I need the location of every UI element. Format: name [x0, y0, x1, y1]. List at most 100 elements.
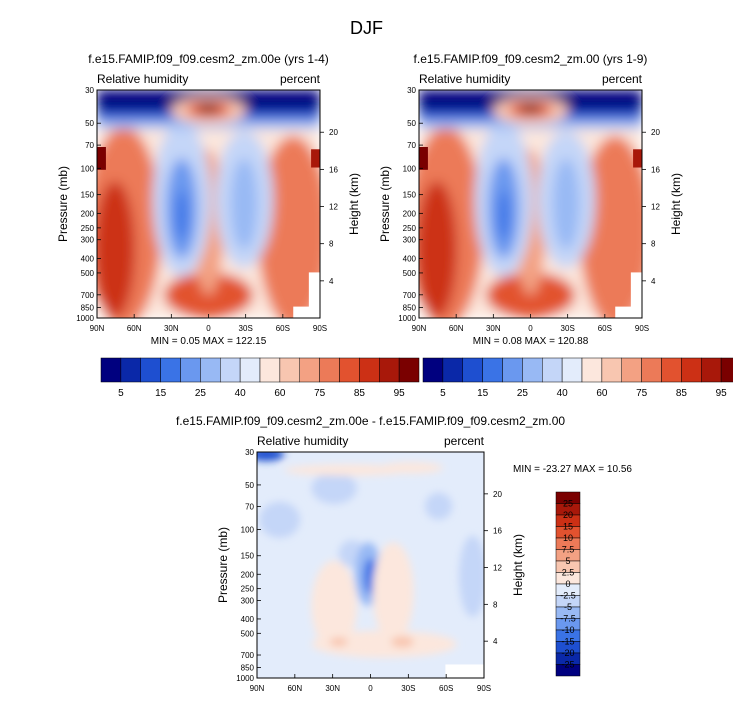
- colorbar-label: 25: [517, 388, 529, 399]
- colorbar-label: 15: [563, 522, 573, 532]
- x-tick-label: 90N: [90, 324, 105, 333]
- y-tick-label: 250: [403, 224, 417, 233]
- colorbar-label: -10: [561, 625, 574, 635]
- colorbar-box: [462, 357, 483, 383]
- rh-contour-3: [97, 181, 135, 318]
- y-tick-label: 850: [241, 664, 255, 673]
- colorbar-label: 85: [354, 388, 366, 399]
- y-tick-label: 300: [241, 596, 255, 605]
- colorbar-label: 95: [716, 388, 728, 399]
- colorbar-label: 5: [440, 388, 446, 399]
- rh-contour-3: [419, 181, 457, 318]
- diff-contour-12: [390, 636, 414, 648]
- y-tick-label: 700: [81, 291, 95, 300]
- diff-contour-1: [311, 472, 357, 504]
- y2-tick-label: 4: [651, 277, 656, 286]
- figure-title: DJF: [350, 18, 383, 38]
- rh-contour-9: [552, 158, 580, 250]
- colorbar-box: [482, 357, 503, 383]
- y-tick-label: 1000: [76, 314, 94, 323]
- y-tick-label: 30: [85, 86, 94, 95]
- colorbar-box: [661, 357, 682, 383]
- y2-tick-label: 20: [493, 490, 502, 499]
- y-tick-label: 250: [81, 224, 95, 233]
- colorbar-box: [160, 357, 181, 383]
- y-tick-label: 100: [403, 164, 417, 173]
- y-tick-label: 50: [85, 119, 94, 128]
- y2-tick-label: 20: [651, 128, 660, 137]
- colorbar-box: [561, 357, 583, 383]
- colorbar-box: [339, 357, 360, 383]
- colorbar-label: 60: [274, 388, 286, 399]
- diff-contour-9: [284, 464, 412, 476]
- right-label: percent: [280, 72, 321, 86]
- y-tick-label: 30: [407, 86, 416, 95]
- colorbar-label: 5: [565, 556, 570, 566]
- colorbar-label: 15: [155, 388, 167, 399]
- rh-contour-2: [257, 135, 320, 318]
- y-tick-label: 200: [403, 209, 417, 218]
- rh-contour-16: [518, 103, 543, 113]
- y-tick-label: 100: [81, 164, 95, 173]
- y-tick-label: 700: [403, 291, 417, 300]
- y-tick-label: 850: [81, 303, 95, 312]
- colorbar-label: 85: [676, 388, 688, 399]
- colorbar-box: [180, 357, 201, 383]
- x-tick-label: 0: [368, 684, 373, 693]
- x-tick-label: 60S: [598, 324, 612, 333]
- colorbar-box: [279, 357, 300, 383]
- colorbar-label: 20: [563, 510, 573, 520]
- colorbar-label: -20: [561, 648, 574, 658]
- y-tick-label: 400: [81, 254, 95, 263]
- y-tick-label: 50: [245, 481, 254, 490]
- colorbar-label: 25: [563, 499, 573, 509]
- colorbar-box: [299, 357, 320, 383]
- colorbar-box: [239, 357, 261, 383]
- y2-tick-label: 20: [329, 128, 338, 137]
- rh-polar-south: [633, 149, 642, 168]
- y2-tick-label: 4: [493, 637, 498, 646]
- colorbar-box: [621, 357, 642, 383]
- panel-title: f.e15.FAMIP.f09_f09.cesm2_zm.00e - f.e15…: [176, 414, 565, 428]
- colorbar-label: 40: [557, 388, 569, 399]
- diff-contour-10: [379, 462, 444, 474]
- x-tick-label: 30N: [486, 324, 501, 333]
- y-tick-label: 1000: [398, 314, 416, 323]
- diff-field: [257, 452, 484, 678]
- y2-tick-label: 8: [493, 600, 498, 609]
- diff-contour-8: [372, 542, 414, 642]
- y-tick-label: 30: [245, 448, 254, 457]
- rh-missing: [293, 306, 320, 318]
- y2-tick-label: 8: [651, 240, 656, 249]
- y-tick-label: 200: [241, 570, 255, 579]
- colorbar-box: [100, 357, 122, 383]
- colorbar-label: 10: [563, 533, 573, 543]
- x-tick-label: 60N: [449, 324, 464, 333]
- panel-2: f.e15.FAMIP.f09_f09.cesm2_zm.00 (yrs 1-9…: [378, 52, 733, 399]
- diff-contour-0: [259, 501, 301, 538]
- y-tick-label: 300: [403, 236, 417, 245]
- y-tick-label: 500: [81, 269, 95, 278]
- y-tick-label: 400: [241, 615, 255, 624]
- panel-3: f.e15.FAMIP.f09_f09.cesm2_zm.00e - f.e15…: [176, 414, 632, 693]
- x-tick-label: 90N: [250, 684, 265, 693]
- diff-contour-7: [311, 560, 357, 651]
- colorbar-box: [601, 357, 622, 383]
- colorbar-label: 75: [314, 388, 326, 399]
- right-label: percent: [602, 72, 643, 86]
- colorbar-label: 15: [477, 388, 489, 399]
- colorbar-label: 7.5: [562, 545, 575, 555]
- y-axis-label: Pressure (mb): [216, 527, 230, 603]
- x-tick-label: 0: [206, 324, 211, 333]
- y-tick-label: 150: [241, 552, 255, 561]
- colorbar-box: [120, 357, 141, 383]
- x-tick-label: 90S: [477, 684, 491, 693]
- colorbar-label: 0: [565, 579, 570, 589]
- x-tick-label: 90S: [313, 324, 327, 333]
- colorbar-label: 25: [195, 388, 207, 399]
- stats-text: MIN = 0.08 MAX = 120.88: [473, 336, 589, 347]
- rh-contours: [97, 90, 320, 318]
- y2-tick-label: 8: [329, 240, 334, 249]
- colorbar-box: [701, 357, 722, 383]
